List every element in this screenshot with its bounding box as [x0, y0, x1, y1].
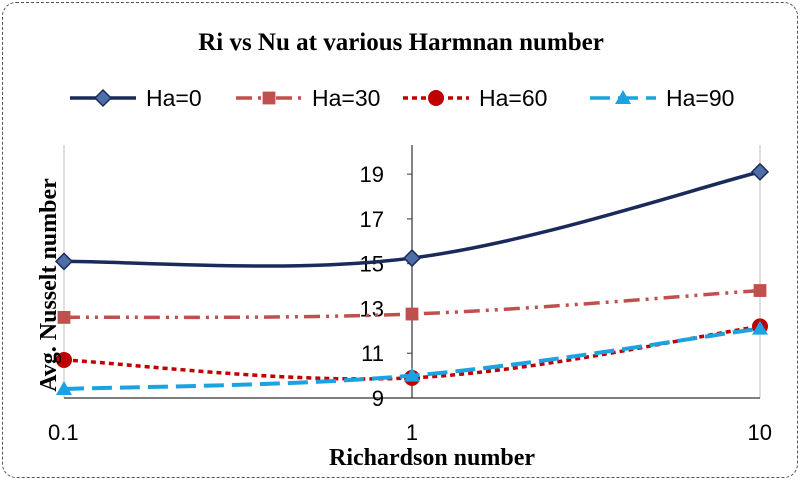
x-axis-title: Richardson number	[329, 445, 535, 471]
series-ha-90	[56, 320, 768, 396]
y-tick-label: 19	[360, 162, 384, 187]
series-ha-30	[57, 284, 767, 324]
y-tick-label: 13	[360, 296, 384, 321]
data-point	[405, 307, 419, 321]
y-tick-label: 11	[361, 341, 384, 366]
legend-item: Ha=30	[236, 85, 380, 111]
data-point	[750, 162, 770, 181]
data-point	[404, 367, 420, 382]
y-tick-label: 17	[360, 207, 384, 232]
series-group	[54, 162, 770, 396]
series-ha-0	[54, 162, 770, 271]
data-point	[402, 249, 422, 268]
data-point	[54, 252, 74, 271]
legend-marker	[428, 90, 444, 106]
x-tick-label: 0.1	[48, 420, 79, 445]
chart-title: Ri vs Nu at various Harmnan number	[198, 29, 604, 56]
legend: Ha=0 Ha=30 Ha=60 Ha=90	[70, 85, 734, 111]
legend-marker	[615, 90, 631, 104]
series-line	[63, 324, 761, 381]
x-tick-label: 10	[748, 420, 772, 445]
legend-item: Ha=60	[403, 85, 547, 111]
data-point	[56, 351, 72, 368]
legend-label: Ha=60	[479, 85, 547, 111]
data-point	[56, 381, 72, 396]
legend-label: Ha=0	[146, 85, 202, 111]
data-point	[752, 320, 768, 335]
legend-label: Ha=30	[312, 85, 380, 111]
y-axis-title: Avg. Nusselt number	[36, 178, 62, 392]
legend-marker	[93, 88, 113, 108]
x-tick-label: 1	[406, 420, 418, 445]
legend-item: Ha=90	[590, 85, 734, 111]
legend-marker	[262, 91, 276, 105]
data-point	[753, 284, 767, 297]
y-tick-label: 9	[372, 386, 384, 411]
legend-label: Ha=90	[666, 85, 734, 111]
series-line	[63, 288, 761, 320]
legend-item: Ha=0	[70, 85, 202, 111]
data-point	[57, 310, 71, 324]
